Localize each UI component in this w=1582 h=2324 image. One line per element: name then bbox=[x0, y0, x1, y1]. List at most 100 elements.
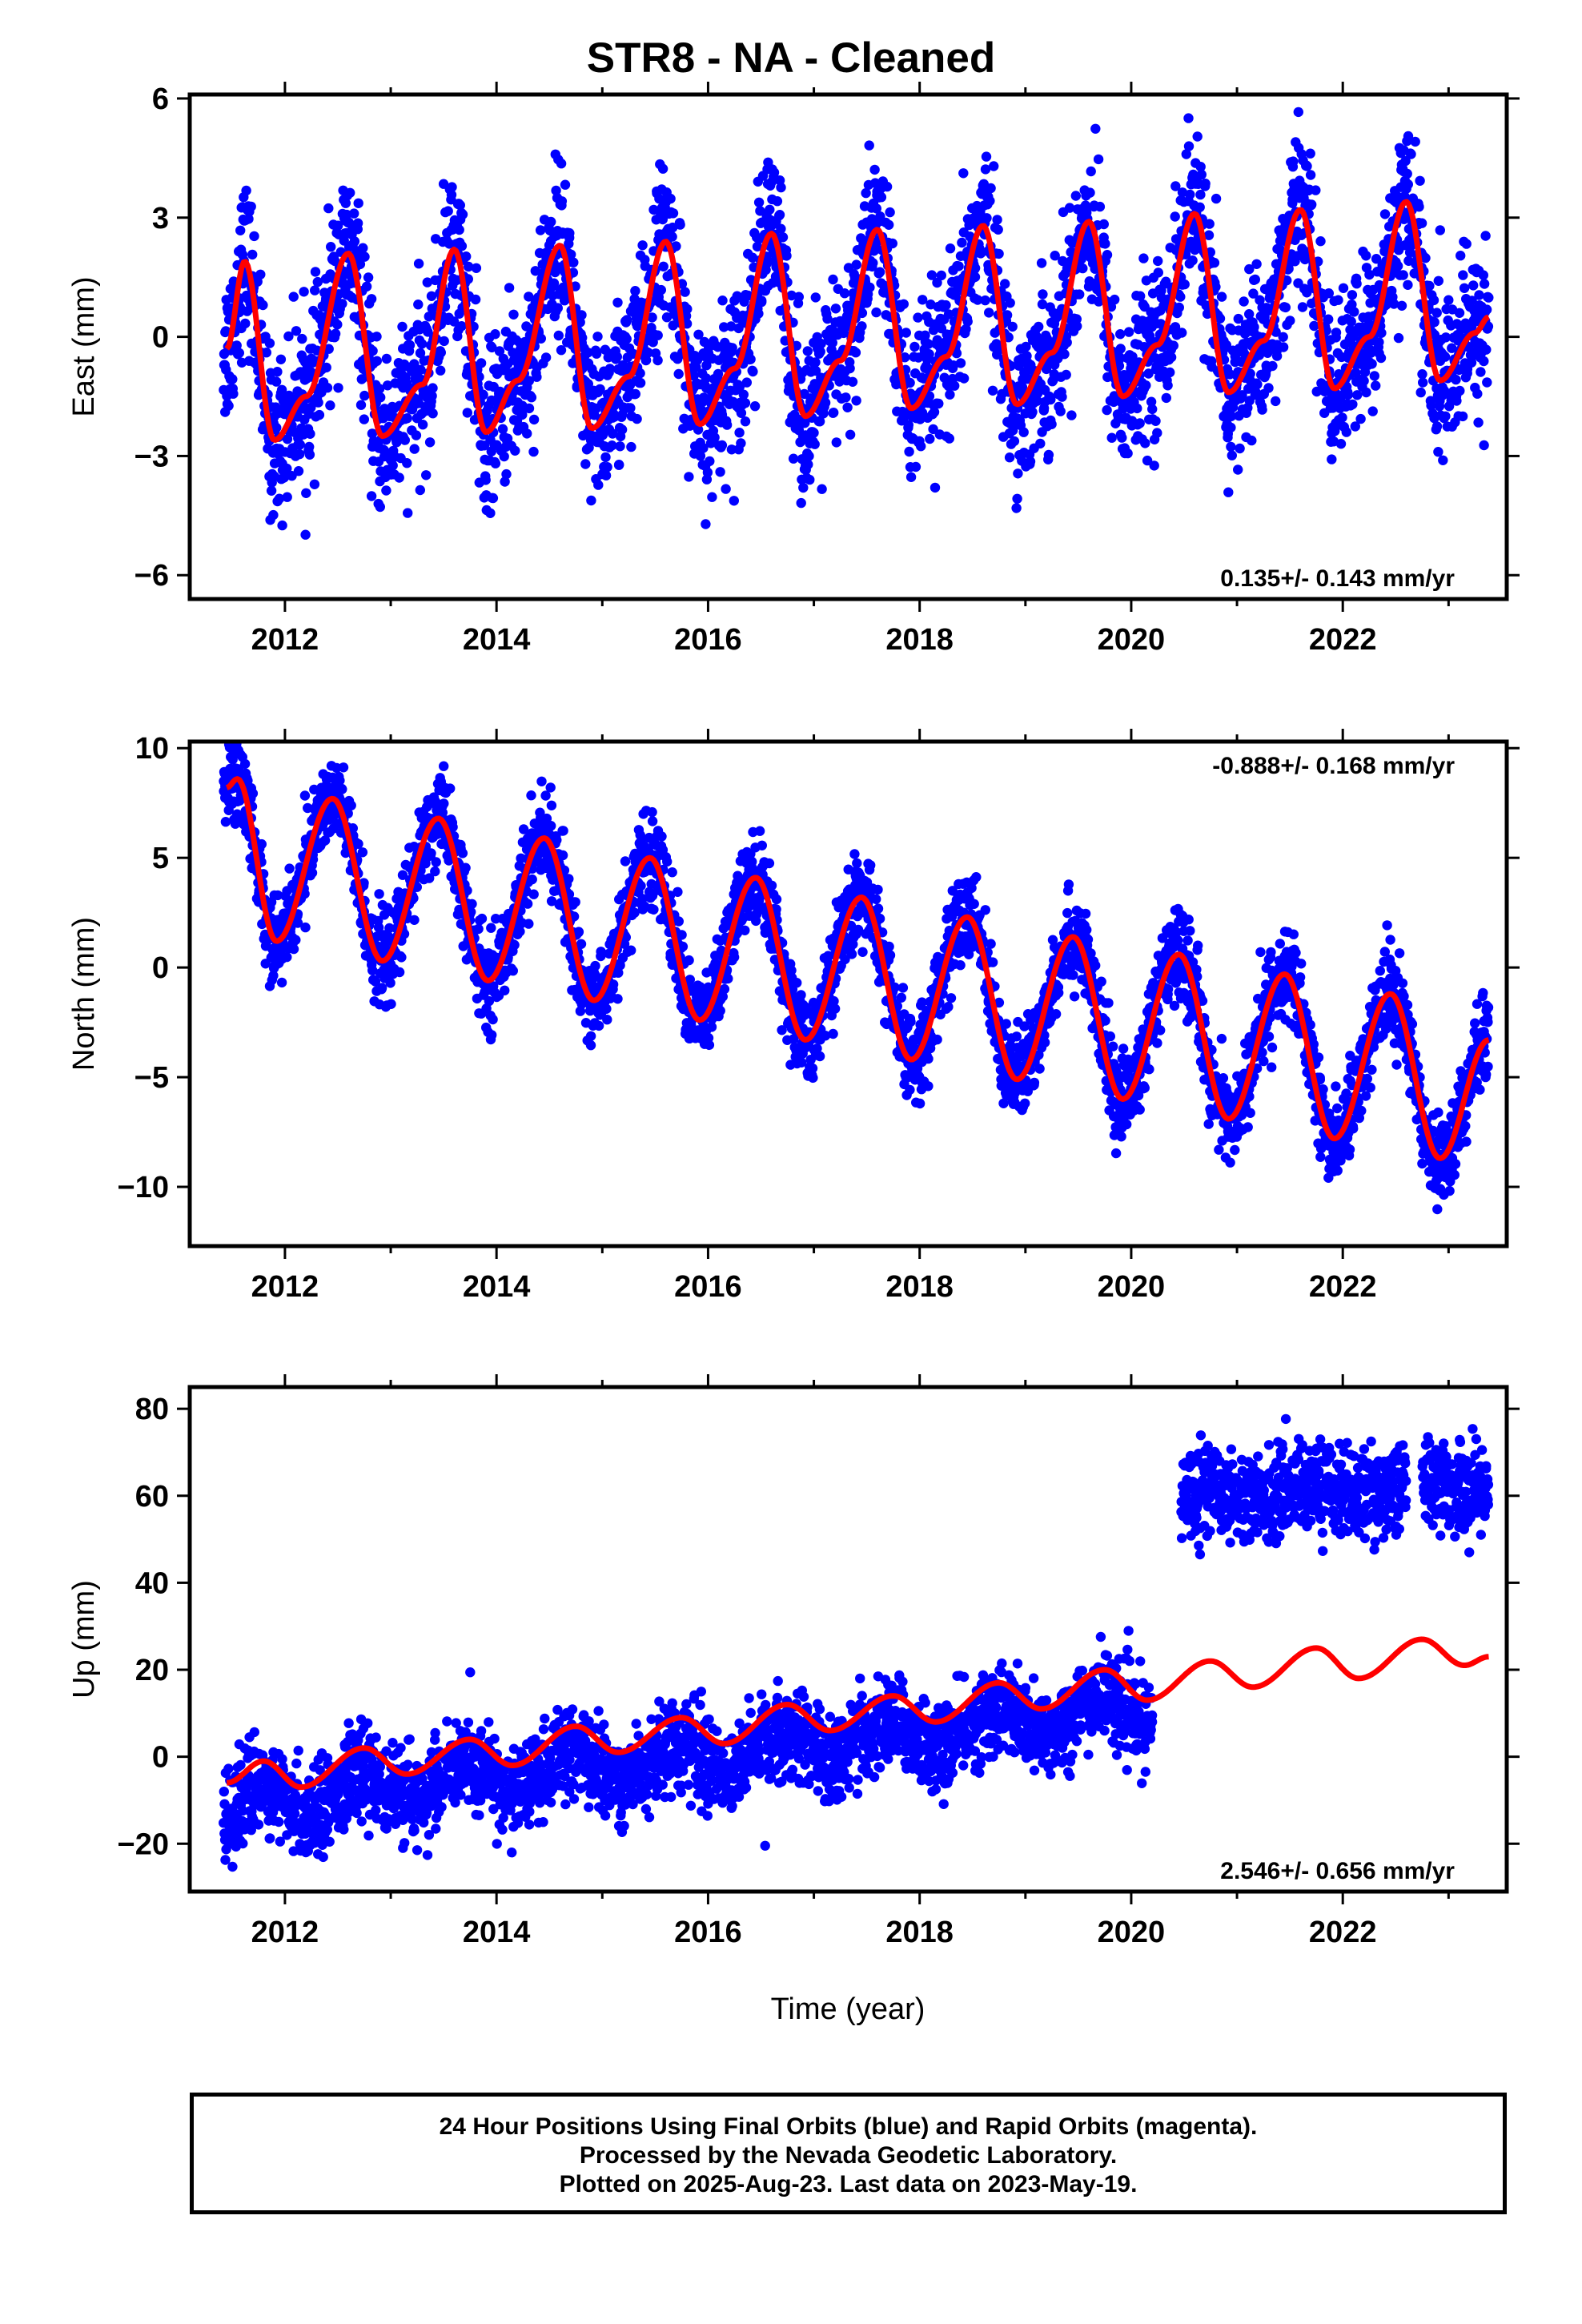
observation-point bbox=[230, 818, 241, 829]
observation-point bbox=[335, 775, 345, 786]
observation-point bbox=[297, 333, 307, 344]
observation-point bbox=[917, 295, 928, 305]
observation-point bbox=[223, 400, 234, 411]
observation-point bbox=[447, 182, 457, 192]
observation-point bbox=[1323, 314, 1334, 324]
observation-point bbox=[874, 267, 885, 277]
observation-point bbox=[1435, 225, 1446, 235]
observation-point bbox=[1451, 374, 1461, 385]
observation-point bbox=[381, 353, 392, 364]
observation-point bbox=[1012, 493, 1022, 504]
observation-point bbox=[741, 377, 752, 388]
observation-point bbox=[1351, 279, 1362, 289]
observation-point bbox=[403, 508, 413, 518]
observation-point bbox=[381, 485, 391, 496]
observation-point bbox=[626, 441, 636, 452]
observation-point bbox=[1403, 131, 1414, 142]
observation-point bbox=[612, 994, 623, 1004]
observation-point bbox=[1473, 417, 1484, 428]
observation-point bbox=[373, 922, 384, 933]
observation-point bbox=[668, 208, 679, 219]
observation-point bbox=[1376, 328, 1387, 338]
observation-point bbox=[839, 288, 850, 299]
observation-point bbox=[340, 198, 351, 208]
observation-point bbox=[593, 480, 604, 490]
observation-point bbox=[657, 163, 669, 174]
observation-point bbox=[955, 358, 966, 368]
observation-point bbox=[456, 321, 467, 332]
observation-point bbox=[637, 240, 648, 251]
observation-point bbox=[736, 438, 746, 448]
observation-point bbox=[1367, 359, 1377, 369]
observation-point bbox=[333, 220, 343, 231]
observation-point bbox=[249, 231, 259, 242]
observation-point bbox=[1244, 263, 1255, 275]
observation-point bbox=[535, 225, 546, 235]
observation-point bbox=[1183, 141, 1195, 151]
observation-point bbox=[227, 374, 238, 384]
observation-point bbox=[573, 927, 584, 937]
observation-point bbox=[945, 389, 955, 400]
observation-point bbox=[428, 383, 438, 393]
observation-point bbox=[1153, 267, 1164, 278]
plot-frame bbox=[187, 92, 1509, 601]
observation-point bbox=[1226, 411, 1237, 421]
observation-point bbox=[1195, 162, 1206, 172]
observation-point bbox=[1250, 274, 1261, 285]
observation-point bbox=[804, 451, 814, 461]
observation-point bbox=[1009, 436, 1020, 447]
observation-point bbox=[1406, 149, 1416, 159]
observation-point bbox=[546, 896, 557, 907]
observation-point bbox=[1094, 201, 1106, 212]
observation-point bbox=[1479, 440, 1489, 451]
observation-point bbox=[677, 930, 687, 940]
observation-point bbox=[600, 470, 612, 480]
observation-point bbox=[1061, 369, 1071, 380]
observation-point bbox=[1066, 410, 1077, 420]
observation-point bbox=[796, 497, 806, 509]
observation-point bbox=[275, 354, 287, 364]
observation-point bbox=[734, 428, 745, 438]
observation-point bbox=[616, 424, 628, 435]
observation-point bbox=[304, 441, 315, 452]
x-tick-label: 2012 bbox=[251, 623, 319, 657]
observation-point bbox=[662, 856, 673, 867]
observation-point bbox=[1100, 239, 1110, 249]
observation-point bbox=[1323, 288, 1335, 299]
observation-point bbox=[1440, 332, 1452, 343]
observation-point bbox=[338, 762, 349, 773]
observation-point bbox=[602, 462, 612, 472]
observation-point bbox=[304, 449, 315, 460]
observation-point bbox=[1055, 406, 1066, 416]
observation-point bbox=[982, 213, 992, 223]
observation-point bbox=[583, 348, 593, 358]
x-tick-label: 2020 bbox=[1098, 623, 1166, 657]
observation-point bbox=[494, 346, 505, 356]
observation-point bbox=[1149, 460, 1159, 471]
observation-point bbox=[508, 309, 519, 320]
observation-point bbox=[288, 292, 299, 302]
observation-point bbox=[1428, 295, 1439, 306]
observation-point bbox=[1043, 449, 1054, 460]
observation-point bbox=[1134, 418, 1145, 428]
observation-point bbox=[828, 274, 838, 285]
observation-point bbox=[1058, 255, 1068, 267]
observation-point bbox=[439, 761, 449, 771]
observation-point bbox=[903, 420, 914, 430]
observation-point bbox=[647, 806, 657, 818]
observation-point bbox=[1371, 380, 1381, 391]
observation-point bbox=[1127, 352, 1138, 362]
observation-point bbox=[1093, 154, 1104, 165]
observation-point bbox=[1280, 302, 1291, 313]
observation-point bbox=[518, 824, 529, 834]
observation-point bbox=[457, 209, 468, 219]
observation-point bbox=[1085, 187, 1095, 198]
observation-point bbox=[1388, 299, 1399, 309]
observation-point bbox=[682, 304, 693, 315]
observation-point bbox=[570, 897, 580, 907]
observation-point bbox=[851, 396, 861, 406]
observation-point bbox=[675, 219, 685, 230]
observation-point bbox=[1233, 313, 1244, 324]
observation-point bbox=[1227, 450, 1238, 460]
